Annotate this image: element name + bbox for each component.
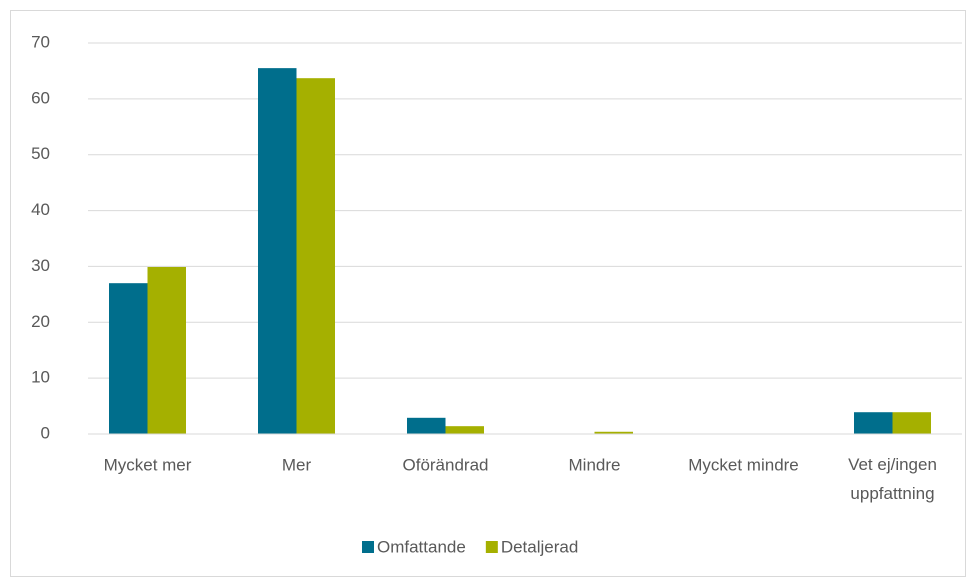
bar: [109, 283, 148, 434]
x-tick-label: Mindre: [569, 455, 621, 474]
x-tick-label: Vet ej/ingen uppfattning: [848, 455, 937, 503]
bar: [407, 417, 446, 434]
x-tick-label: Mycket mindre: [688, 455, 799, 474]
bar: [296, 78, 335, 434]
x-tick-label: Mycket mer: [104, 455, 192, 474]
x-tick-label: Oförändrad: [403, 455, 489, 474]
legend-label: Omfattande: [377, 537, 466, 556]
bar: [594, 431, 633, 434]
legend-swatch: [362, 541, 374, 553]
legend-label: Detaljerad: [501, 537, 579, 556]
bar: [147, 266, 186, 434]
bar: [445, 426, 484, 434]
bar: [258, 68, 297, 434]
bar: [892, 412, 931, 434]
legend-swatch: [485, 541, 498, 553]
y-tick-label: 60: [31, 88, 50, 107]
bar: [854, 412, 893, 434]
y-tick-label: 20: [31, 312, 50, 331]
y-tick-label: 50: [31, 144, 50, 163]
y-tick-label: 40: [31, 200, 50, 219]
x-tick-label: Mer: [282, 455, 312, 474]
y-tick-label: 10: [31, 368, 50, 387]
y-tick-label: 0: [41, 423, 50, 442]
y-tick-label: 30: [31, 256, 50, 275]
y-tick-label: 70: [31, 32, 50, 51]
